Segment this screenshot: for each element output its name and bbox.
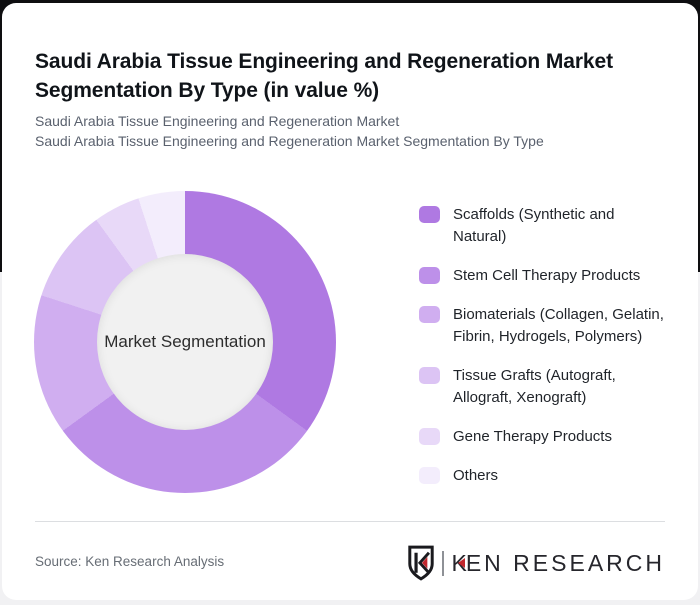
legend-item-scaffolds: Scaffolds (Synthetic and Natural): [419, 204, 681, 248]
legend-swatch-scaffolds: [419, 206, 440, 223]
donut-center-label: Market Segmentation: [104, 332, 266, 351]
legend-item-gene-therapy: Gene Therapy Products: [419, 426, 681, 448]
wordmark-rest: EN RESEARCH: [465, 549, 665, 576]
logo-separator: [441, 550, 444, 576]
footer-divider: [35, 521, 665, 522]
ken-research-shield-icon: [407, 545, 434, 581]
legend-swatch-stem-cell: [419, 267, 440, 284]
legend-swatch-tissue-grafts: [419, 367, 440, 384]
legend-item-biomaterials: Biomaterials (Collagen, Gelatin, Fibrin,…: [419, 304, 681, 348]
ken-research-wordmark: K EN RESEARCH: [452, 550, 666, 577]
legend-item-tissue-grafts: Tissue Grafts (Autograft, Allograft, Xen…: [419, 365, 681, 409]
legend-swatch-biomaterials: [419, 306, 440, 323]
wordmark-red-triangle-icon: [457, 558, 465, 568]
donut-chart: Market Segmentation: [34, 191, 336, 493]
legend-label: Tissue Grafts (Autograft, Allograft, Xen…: [453, 367, 616, 406]
ken-research-logo: K EN RESEARCH: [407, 543, 666, 583]
legend-label: Others: [453, 467, 499, 484]
page-title: Saudi Arabia Tissue Engineering and Rege…: [35, 50, 613, 103]
subtitle-line-1: Saudi Arabia Tissue Engineering and Rege…: [35, 113, 400, 129]
chart-legend: Scaffolds (Synthetic and Natural) Stem C…: [419, 204, 681, 487]
subtitle-line-2: Saudi Arabia Tissue Engineering and Rege…: [35, 133, 544, 149]
chart-card: Saudi Arabia Tissue Engineering and Rege…: [2, 3, 698, 600]
legend-label: Stem Cell Therapy Products: [453, 267, 641, 284]
legend-label: Gene Therapy Products: [453, 428, 612, 445]
donut-hole: Market Segmentation: [97, 254, 273, 430]
source-note: Source: Ken Research Analysis: [35, 554, 225, 569]
legend-swatch-others: [419, 467, 440, 484]
legend-label: Biomaterials (Collagen, Gelatin, Fibrin,…: [453, 306, 664, 345]
subtitle-block: Saudi Arabia Tissue Engineering and Rege…: [35, 111, 655, 151]
legend-swatch-gene-therapy: [419, 428, 440, 445]
legend-item-others: Others: [419, 465, 681, 487]
legend-label: Scaffolds (Synthetic and Natural): [453, 206, 615, 245]
legend-item-stem-cell: Stem Cell Therapy Products: [419, 265, 681, 287]
